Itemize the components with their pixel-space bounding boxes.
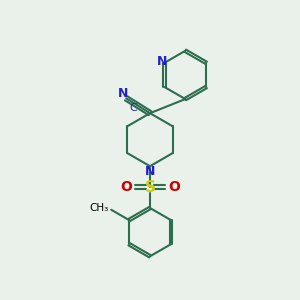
- Text: S: S: [145, 180, 155, 195]
- Text: CH₃: CH₃: [89, 203, 108, 213]
- Text: N: N: [118, 88, 128, 100]
- Text: N: N: [145, 165, 155, 178]
- Text: C: C: [130, 103, 137, 112]
- Text: N: N: [157, 55, 167, 68]
- Text: O: O: [120, 180, 132, 194]
- Text: O: O: [168, 180, 180, 194]
